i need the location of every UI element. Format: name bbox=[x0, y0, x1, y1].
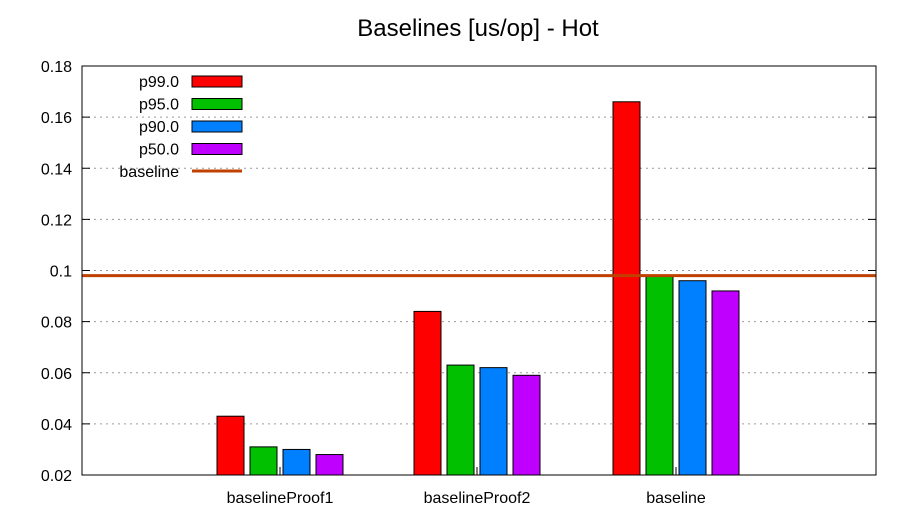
chart-title: Baselines [us/op] - Hot bbox=[357, 15, 599, 42]
legend-swatch bbox=[191, 120, 243, 133]
x-axis-ticks: baselineProof1 baselineProof2 baseline bbox=[227, 467, 706, 507]
y-tick-label: 0.02 bbox=[41, 468, 72, 485]
x-tick-label: baseline bbox=[646, 490, 706, 507]
bar bbox=[282, 448, 311, 476]
y-tick-label: 0.12 bbox=[41, 212, 72, 229]
bar bbox=[512, 374, 541, 476]
legend-swatch bbox=[191, 75, 243, 88]
bars bbox=[216, 101, 740, 476]
y-tick-label: 0.18 bbox=[41, 59, 72, 76]
legend-label: p99.0 bbox=[139, 74, 179, 91]
bar bbox=[249, 446, 278, 476]
y-tick-label: 0.14 bbox=[41, 161, 72, 178]
legend-label: p90.0 bbox=[139, 119, 179, 136]
y-tick-label: 0.16 bbox=[41, 110, 72, 127]
bar bbox=[645, 275, 674, 476]
legend-label: baseline bbox=[119, 164, 179, 181]
x-tick-label: baselineProof1 bbox=[227, 490, 334, 507]
legend-label: p95.0 bbox=[139, 97, 179, 114]
bar bbox=[315, 454, 344, 476]
bar bbox=[446, 364, 475, 476]
bar bbox=[711, 290, 740, 476]
y-tick-label: 0.06 bbox=[41, 366, 72, 383]
bar bbox=[678, 280, 707, 476]
bar bbox=[479, 367, 508, 476]
legend-swatch bbox=[191, 143, 243, 155]
y-tick-label: 0.1 bbox=[50, 264, 72, 281]
legend: p99.0 p95.0 p90.0 p50.0 baseline bbox=[119, 74, 243, 181]
grid-lines bbox=[82, 116, 876, 425]
bar bbox=[216, 415, 245, 476]
bar bbox=[612, 101, 641, 476]
y-tick-label: 0.04 bbox=[41, 417, 72, 434]
legend-label: p50.0 bbox=[139, 142, 179, 159]
legend-swatch bbox=[191, 98, 243, 110]
bar bbox=[413, 310, 442, 476]
y-axis-ticks: 0.02 0.04 0.06 0.08 0.1 0.12 0.14 0.16 0.18 bbox=[41, 59, 876, 485]
x-tick-label: baselineProof2 bbox=[424, 490, 531, 507]
y-tick-label: 0.08 bbox=[41, 315, 72, 332]
